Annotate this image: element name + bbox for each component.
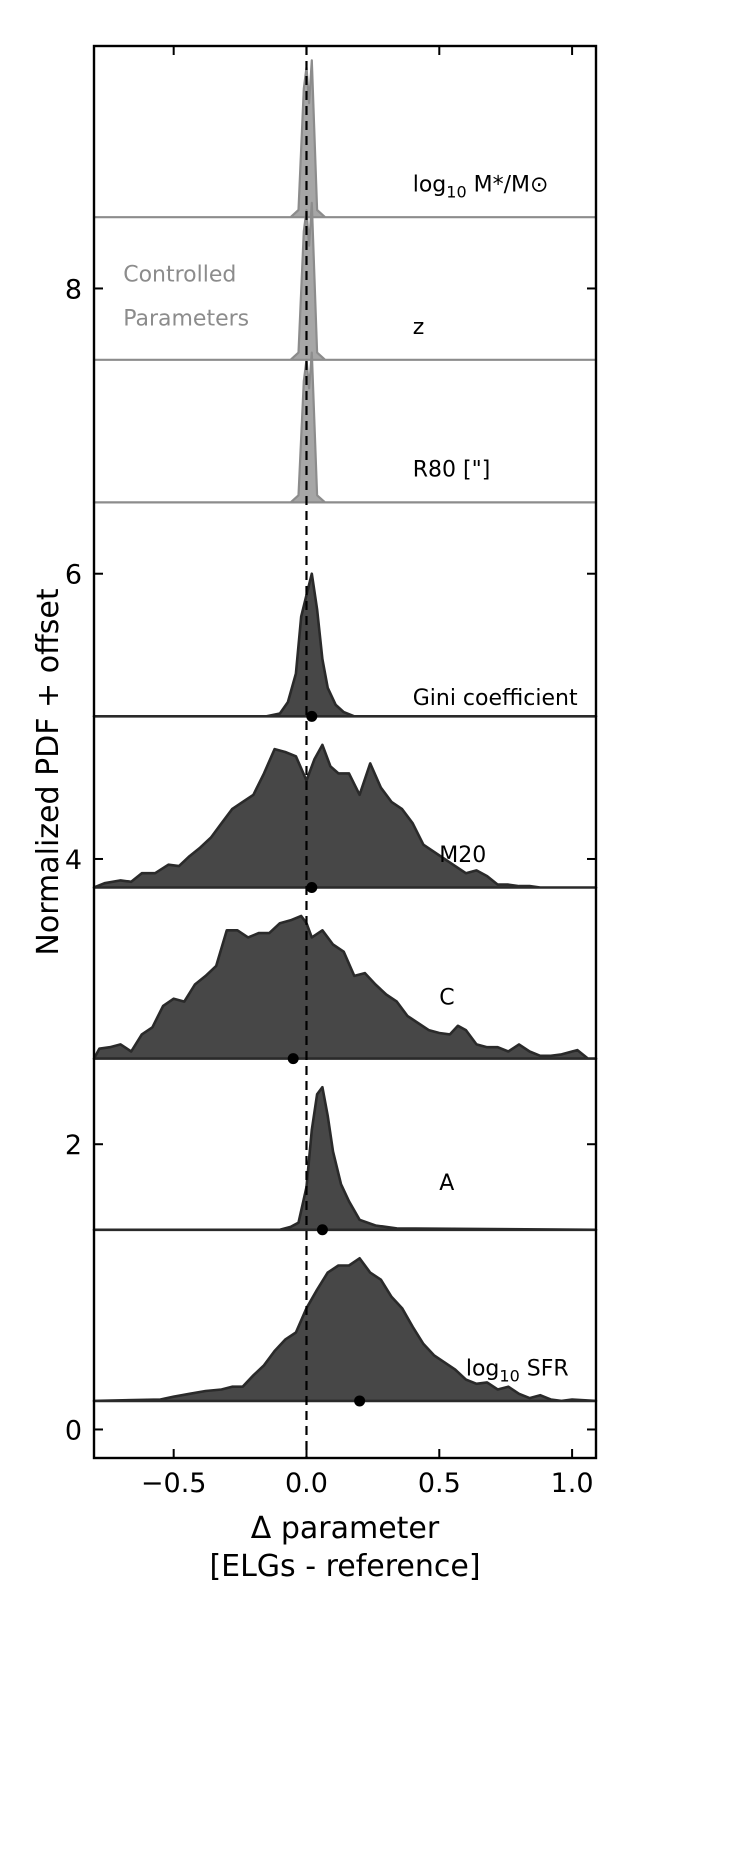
series-label-m20: M20 xyxy=(439,843,486,868)
series-area-log10-m-m xyxy=(92,59,598,219)
x-axis-title: Δ parameter xyxy=(251,1511,440,1546)
series-label-r80: R80 ["] xyxy=(413,458,491,483)
series-area-r80 xyxy=(92,351,598,504)
y-tick-label: 4 xyxy=(65,845,82,876)
axis-ticks: −0.5 0.0 0.5 1.0 0 2 4 6 8 xyxy=(65,46,596,1499)
series-area-a xyxy=(92,1085,598,1232)
x-tick-label: 0.5 xyxy=(418,1468,461,1499)
series-labels: log10 M*/M⊙ z R80 ["] Gini coefficient M20 C A… xyxy=(413,172,578,1385)
series-label-c: C xyxy=(439,985,454,1010)
series-label-z: z xyxy=(413,315,425,340)
x-tick-label: −0.5 xyxy=(141,1468,207,1499)
series-area-c xyxy=(92,914,598,1060)
median-marker-log10-sfr xyxy=(354,1395,366,1407)
series-area-z xyxy=(92,201,598,361)
controlled-parameters-annotation-line1: Controlled xyxy=(123,262,236,287)
plot-area xyxy=(92,59,598,1407)
series-label-log10-m-m: log10 M*/M⊙ xyxy=(413,172,549,201)
y-tick-label: 6 xyxy=(65,560,82,591)
y-tick-label: 2 xyxy=(65,1130,82,1161)
y-tick-label: 8 xyxy=(65,274,82,305)
series-area-gini-coefficient xyxy=(92,572,598,718)
plot-frame xyxy=(92,44,598,1460)
series-area-log10-sfr xyxy=(92,1257,598,1403)
series-label-log10-sfr: log10 SFR xyxy=(466,1356,569,1385)
y-axis-title: Normalized PDF + offset xyxy=(31,588,66,955)
series-label-a: A xyxy=(439,1171,454,1196)
median-marker-a xyxy=(316,1224,328,1236)
x-axis-title-line2: [ELGs - reference] xyxy=(209,1549,480,1584)
median-marker-c xyxy=(287,1053,299,1065)
median-marker-gini-coefficient xyxy=(306,710,318,722)
controlled-parameters-annotation-line2: Parameters xyxy=(123,307,249,332)
series-area-m20 xyxy=(92,743,598,889)
series-label-gini-coefficient: Gini coefficient xyxy=(413,686,578,711)
median-marker-m20 xyxy=(306,881,318,893)
x-tick-label: 1.0 xyxy=(551,1468,594,1499)
x-tick-label: 0.0 xyxy=(285,1468,328,1499)
y-tick-label: 0 xyxy=(65,1415,82,1446)
